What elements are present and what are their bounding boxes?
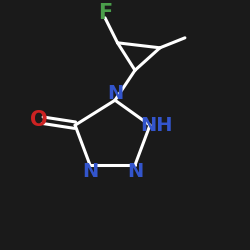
Text: NH: NH xyxy=(140,116,172,135)
Text: N: N xyxy=(127,162,143,181)
Text: O: O xyxy=(30,110,48,130)
Text: N: N xyxy=(107,84,123,103)
Text: N: N xyxy=(82,162,98,181)
Text: F: F xyxy=(98,3,112,23)
